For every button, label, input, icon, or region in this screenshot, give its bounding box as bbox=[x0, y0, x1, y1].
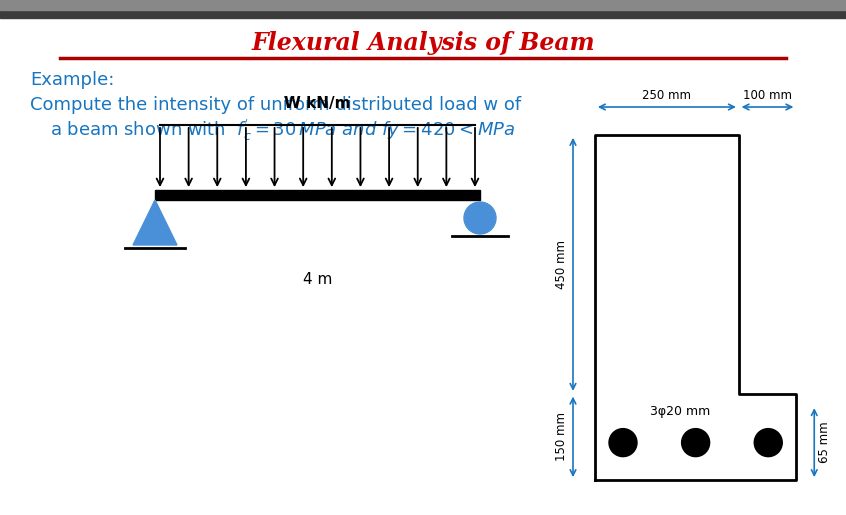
Text: 150 mm: 150 mm bbox=[555, 413, 568, 461]
Text: Compute the intensity of uniform distributed load w of: Compute the intensity of uniform distrib… bbox=[30, 96, 521, 114]
Text: W kN/m: W kN/m bbox=[284, 96, 351, 111]
Polygon shape bbox=[133, 200, 177, 245]
Circle shape bbox=[609, 428, 637, 457]
Circle shape bbox=[755, 428, 783, 457]
Text: 450 mm: 450 mm bbox=[555, 240, 568, 289]
Text: 65 mm: 65 mm bbox=[818, 422, 832, 464]
Bar bbox=[0, 0, 846, 18]
Text: a beam shown with  $f_c^{'} = 30\,MPa\ and\ fy = 420 < MPa$: a beam shown with $f_c^{'} = 30\,MPa\ an… bbox=[50, 117, 515, 143]
Bar bbox=[0, 0, 846, 10]
Text: 4 m: 4 m bbox=[303, 272, 332, 287]
Text: Flexural Analysis of Beam: Flexural Analysis of Beam bbox=[251, 31, 595, 55]
Circle shape bbox=[464, 202, 496, 234]
Bar bbox=[155, 190, 480, 200]
Text: 3φ20 mm: 3φ20 mm bbox=[651, 405, 711, 418]
Circle shape bbox=[682, 428, 710, 457]
Text: Example:: Example: bbox=[30, 71, 114, 89]
Text: 250 mm: 250 mm bbox=[642, 89, 691, 102]
Text: 100 mm: 100 mm bbox=[743, 89, 792, 102]
